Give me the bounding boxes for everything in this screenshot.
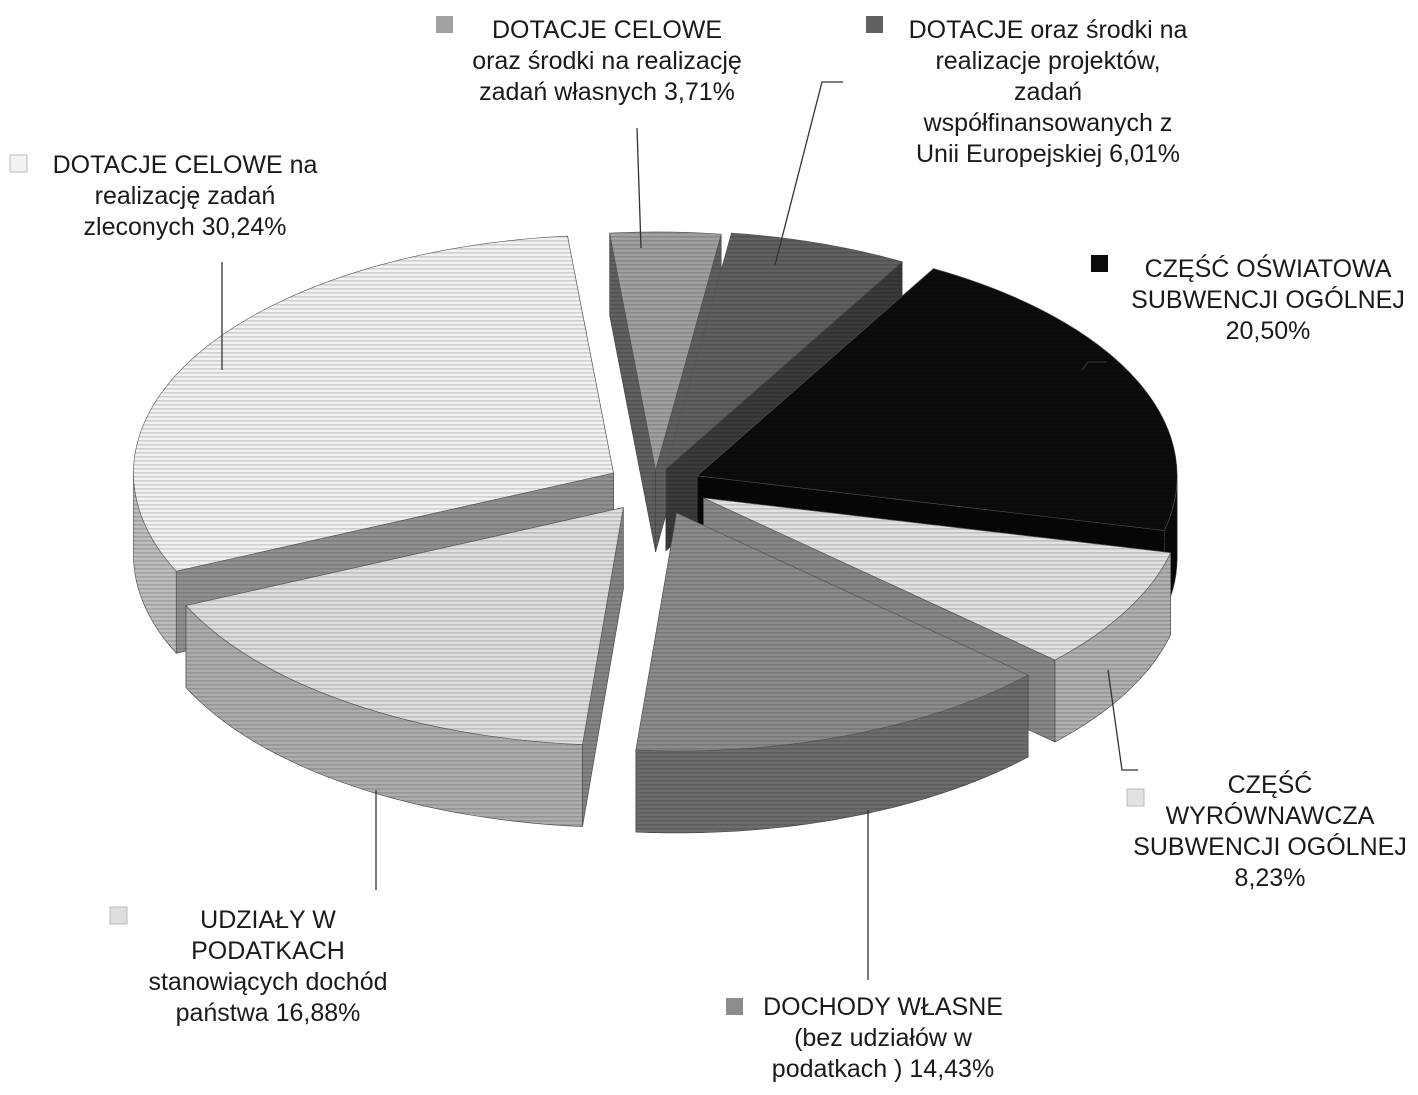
slice-dochody-wlasne-bez-udzialow-w-podatkach-texture bbox=[635, 513, 1029, 751]
slice-label-dotacje-celowe-na-realizacje-zadan-zleco-line-2: realizację zadań bbox=[95, 182, 276, 210]
slice-udzialy-w-podatkach-stanowiacych-dochod--texture bbox=[186, 507, 624, 745]
leader-line-dotacje-oraz-srodki-na-realizacje-projek bbox=[774, 81, 843, 266]
slice-label-udzialy-w-podatkach-stanowiacych-dochod--line-4: państwa 16,88% bbox=[176, 999, 361, 1027]
slice-label-dotacje-celowe-oraz-srodki-na-realizacje-line-1: DOTACJE CELOWE bbox=[492, 16, 722, 44]
slice-dotacje-celowe-oraz-srodki-na-realizacje-texture bbox=[609, 231, 722, 470]
slice-outer-side-czesc-wyrownawcza-subwencji-ogolnej-texture bbox=[1055, 552, 1171, 742]
slice-tops bbox=[133, 231, 1178, 752]
slice-outer-side-dochody-wlasne-bez-udzialow-w-podatkach-texture bbox=[635, 675, 1029, 833]
legend-key-dotacje-oraz-srodki-na-realizacje-projek bbox=[866, 16, 883, 33]
slice-label-dotacje-celowe-oraz-srodki-na-realizacje-line-3: zadań własnych 3,71% bbox=[479, 78, 735, 106]
slice-czesc-wyrownawcza-subwencji-ogolnej-texture bbox=[703, 498, 1171, 660]
slice-labels: DOTACJE CELOWE oraz środki na realizację z… bbox=[9, 16, 1407, 1083]
slice-label-dotacje-oraz-srodki-na-realizacje-projek-line-3: zadań bbox=[1014, 78, 1082, 106]
leader-line-czesc-wyrownawcza-subwencji-ogolnej bbox=[1107, 669, 1138, 771]
legend-key-udzialy-w-podatkach-stanowiacych-dochod- bbox=[109, 906, 128, 925]
legend-key-dotacje-celowe-oraz-srodki-na-realizacje bbox=[436, 16, 453, 33]
slice-label-dotacje-oraz-srodki-na-realizacje-projek-line-1: DOTACJE oraz środki na bbox=[909, 16, 1188, 44]
leader-line-dotacje-celowe-oraz-srodki-na-realizacje bbox=[636, 127, 642, 249]
slice-dotacje-oraz-srodki-na-realizacje-projek-texture bbox=[665, 233, 903, 469]
legend-key-dotacje-celowe-na-realizacje-zadan-zleco bbox=[9, 154, 28, 173]
slice-label-dotacje-oraz-srodki-na-realizacje-projek-line-4: współfinansowanych z bbox=[923, 109, 1173, 137]
slice-outer-side-dotacje-celowe-na-realizacje-zadan-zleco-texture bbox=[133, 473, 177, 654]
leader-lines bbox=[221, 81, 1138, 980]
slice-label-udzialy-w-podatkach-stanowiacych-dochod--line-2: PODATKACH bbox=[191, 937, 345, 965]
slice-label-dotacje-celowe-na-realizacje-zadan-zleco-line-1: DOTACJE CELOWE na bbox=[53, 151, 318, 179]
slice-label-dotacje-celowe-na-realizacje-zadan-zleco-line-3: zleconych 30,24% bbox=[84, 213, 287, 241]
slice-label-dotacje-celowe-oraz-srodki-na-realizacje-line-2: oraz środki na realizację bbox=[472, 47, 742, 75]
slice-label-dotacje-oraz-srodki-na-realizacje-projek-line-5: Unii Europejskiej 6,01% bbox=[916, 140, 1180, 168]
slice-label-dochody-wlasne-bez-udzialow-w-podatkach-line-2: (bez udziałów w bbox=[794, 1024, 973, 1052]
slice-label-czesc-wyrownawcza-subwencji-ogolnej-line-2: WYRÓWNAWCZA bbox=[1166, 801, 1375, 830]
slice-label-dochody-wlasne-bez-udzialow-w-podatkach-line-3: podatkach ) 14,43% bbox=[772, 1055, 994, 1083]
slice-label-udzialy-w-podatkach-stanowiacych-dochod--line-3: stanowiących dochód bbox=[148, 968, 387, 996]
slice-cut-face-udzialy-w-podatkach-stanowiacych-dochod--start-texture bbox=[582, 507, 624, 827]
slice-label-czesc-wyrownawcza-subwencji-ogolnej-line-3: SUBWENCJI OGÓLNEJ bbox=[1133, 832, 1407, 861]
slice-outer-side-udzialy-w-podatkach-stanowiacych-dochod--texture bbox=[186, 605, 583, 827]
legend-key-czesc-oswiatowa-subwencji-ogolnej bbox=[1091, 255, 1108, 272]
legend-key-czesc-wyrownawcza-subwencji-ogolnej bbox=[1126, 788, 1145, 807]
legend-key-dochody-wlasne-bez-udzialow-w-podatkach bbox=[726, 998, 743, 1015]
slice-label-dotacje-oraz-srodki-na-realizacje-projek-line-2: realizacje projektów, bbox=[935, 47, 1160, 75]
slice-label-czesc-oswiatowa-subwencji-ogolnej-line-3: 20,50% bbox=[1226, 317, 1311, 345]
slice-label-czesc-oswiatowa-subwencji-ogolnej-line-1: CZĘŚĆ OŚWIATOWA bbox=[1145, 253, 1392, 283]
leader-line-czesc-oswiatowa-subwencji-ogolnej bbox=[1081, 361, 1107, 371]
slice-label-czesc-wyrownawcza-subwencji-ogolnej-line-4: 8,23% bbox=[1235, 864, 1306, 892]
slice-label-czesc-oswiatowa-subwencji-ogolnej-line-2: SUBWENCJI OGÓLNEJ bbox=[1131, 285, 1405, 314]
slice-dotacje-celowe-na-realizacje-zadan-zleco-texture bbox=[133, 236, 614, 572]
slice-czesc-oswiatowa-subwencji-ogolnej-texture bbox=[697, 268, 1178, 531]
slice-label-udzialy-w-podatkach-stanowiacych-dochod--line-1: UDZIAŁY W bbox=[200, 906, 336, 934]
slice-label-czesc-wyrownawcza-subwencji-ogolnej-line-1: CZĘŚĆ bbox=[1228, 769, 1313, 799]
slice-label-dochody-wlasne-bez-udzialow-w-podatkach-line-1: DOCHODY WŁASNE bbox=[763, 993, 1003, 1021]
slice-cut-face-dotacje-celowe-oraz-srodki-na-realizacje-start-texture bbox=[609, 233, 656, 552]
